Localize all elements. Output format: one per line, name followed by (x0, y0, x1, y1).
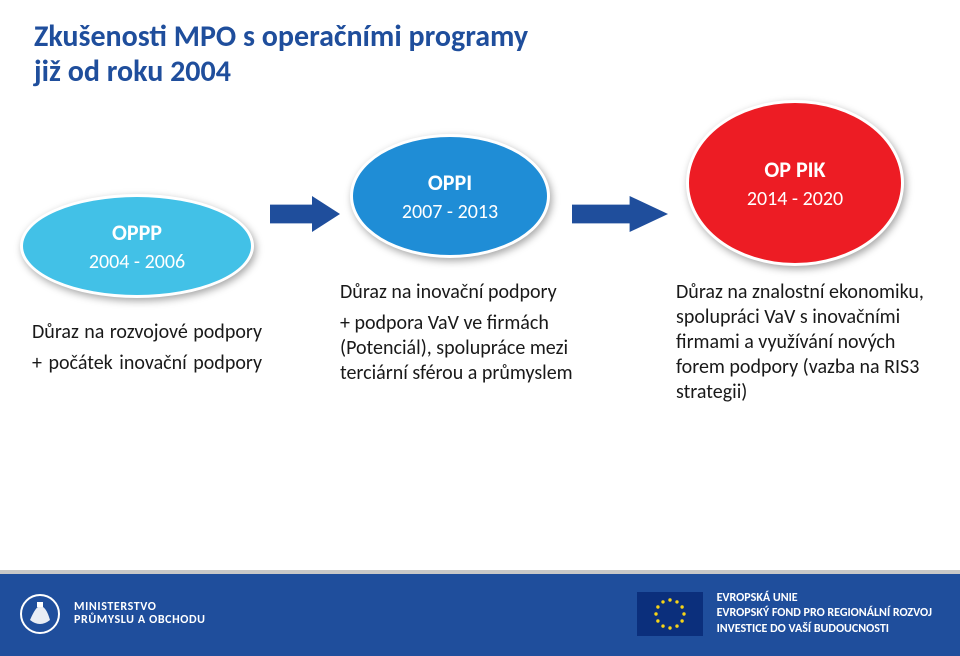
phase-description-oppp: Důraz na rozvojové podpory + počátek ino… (32, 320, 262, 376)
ministry-name: MINISTERSTVO PRŮMYSLU A OBCHODU (74, 601, 206, 626)
phase-description-oppi: Důraz na inovační podpory + podpora VaV … (340, 280, 596, 386)
footer-band: MINISTERSTVO PRŮMYSLU A OBCHODU EVROPSKÁ… (0, 574, 960, 656)
phase-name: OP PIK (764, 156, 825, 183)
phase-ellipse-oppi: OPPI 2007 - 2013 (350, 134, 550, 258)
desc-line: + podpora VaV ve firmách (Potenciál), sp… (340, 311, 596, 386)
eu-line-3: INVESTICE DO VAŠÍ BUDOUCNOSTI (717, 622, 932, 638)
arrow-icon (572, 196, 668, 232)
eu-flag-icon (637, 592, 703, 636)
phase-ellipse-oppik: OP PIK 2014 - 2020 (686, 100, 904, 266)
desc-line: Důraz na znalostní ekonomiku, spolupráci… (676, 280, 932, 405)
eu-text: EVROPSKÁ UNIE EVROPSKÝ FOND PRO REGIONÁL… (717, 591, 932, 638)
phase-name: OPPP (112, 219, 162, 246)
desc-line: + počátek inovační podpory (32, 351, 262, 376)
phase-period: 2014 - 2020 (747, 187, 843, 211)
eu-line-2: EVROPSKÝ FOND PRO REGIONÁLNÍ ROZVOJ (717, 606, 932, 622)
desc-line: Důraz na rozvojové podpory (32, 320, 262, 345)
title-line-1: Zkušenosti MPO s operačními programy (34, 20, 528, 55)
title-line-2: již od roku 2004 (34, 55, 528, 90)
phase-period: 2007 - 2013 (402, 200, 498, 224)
slide-title: Zkušenosti MPO s operačními programy již… (34, 20, 528, 89)
desc-line: Důraz na inovační podpory (340, 280, 596, 305)
ministry-line-2: PRŮMYSLU A OBCHODU (74, 614, 206, 627)
arrow-icon (270, 196, 340, 232)
slide-footer: MINISTERSTVO PRŮMYSLU A OBCHODU EVROPSKÁ… (0, 570, 960, 656)
ministry-logo-block: MINISTERSTVO PRŮMYSLU A OBCHODU (18, 592, 206, 636)
slide-root: Zkušenosti MPO s operačními programy již… (0, 0, 960, 656)
phase-name: OPPI (428, 169, 472, 196)
ministry-lion-icon (18, 592, 62, 636)
phase-period: 2004 - 2006 (89, 250, 185, 274)
eu-line-1: EVROPSKÁ UNIE (717, 591, 932, 607)
phase-ellipse-oppp: OPPP 2004 - 2006 (20, 194, 254, 298)
eu-block: EVROPSKÁ UNIE EVROPSKÝ FOND PRO REGIONÁL… (637, 591, 932, 638)
phase-description-oppik: Důraz na znalostní ekonomiku, spolupráci… (676, 280, 932, 405)
